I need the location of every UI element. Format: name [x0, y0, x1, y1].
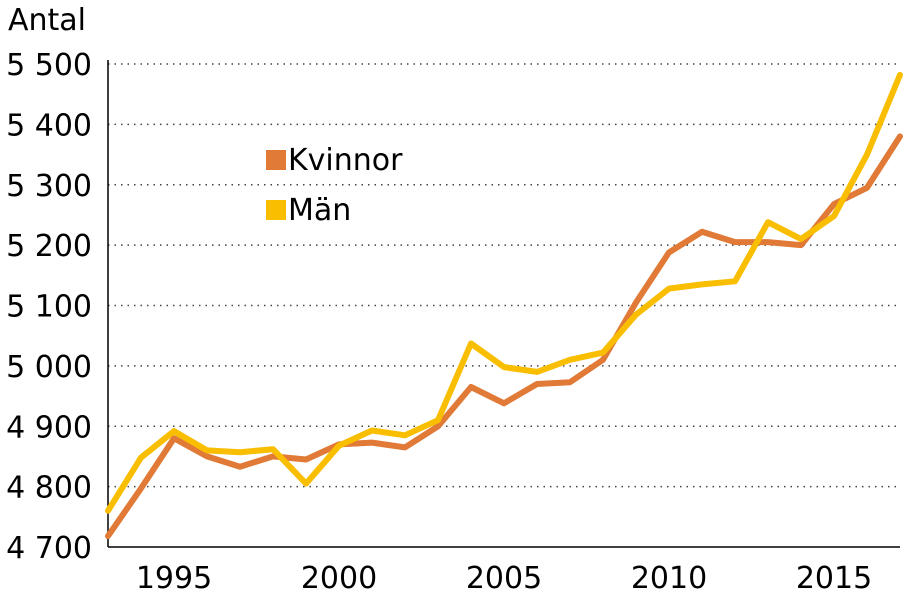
y-tick-label: 4 800 — [6, 471, 92, 506]
data-series — [105, 71, 903, 540]
y-tick-label: 5 400 — [6, 108, 92, 143]
legend: Kvinnor Män — [266, 143, 403, 228]
y-tick-labels: 4 700 4 800 4 900 5 000 5 100 5 200 5 300 5 400… — [6, 48, 92, 566]
legend-swatch-man — [266, 200, 286, 220]
x-tick-label: 2010 — [631, 561, 707, 596]
legend-swatch-kvinnor — [266, 150, 286, 170]
x-tick-label: 2005 — [466, 561, 542, 596]
y-tick-label: 4 900 — [6, 410, 92, 445]
y-tick-label: 5 100 — [6, 290, 92, 325]
axes — [107, 60, 900, 548]
y-tick-label: 5 500 — [6, 48, 92, 83]
x-tick-labels: 1995 2000 2005 2010 2015 — [136, 561, 872, 596]
y-tick-label: 5 200 — [6, 229, 92, 264]
legend-label-man: Män — [288, 193, 351, 228]
series-line-man — [105, 71, 903, 514]
legend-label-kvinnor: Kvinnor — [288, 143, 403, 178]
y-tick-label: 5 000 — [6, 350, 92, 385]
x-tick-label: 1995 — [136, 561, 212, 596]
y-tick-label: 5 300 — [6, 169, 92, 204]
y-axis-label: Antal — [8, 3, 86, 38]
grid-lines — [108, 63, 900, 488]
y-tick-label: 4 700 — [6, 531, 92, 566]
series-line-kvinnor — [105, 133, 903, 540]
x-tick-label: 2000 — [301, 561, 377, 596]
x-tick-label: 2015 — [796, 561, 872, 596]
